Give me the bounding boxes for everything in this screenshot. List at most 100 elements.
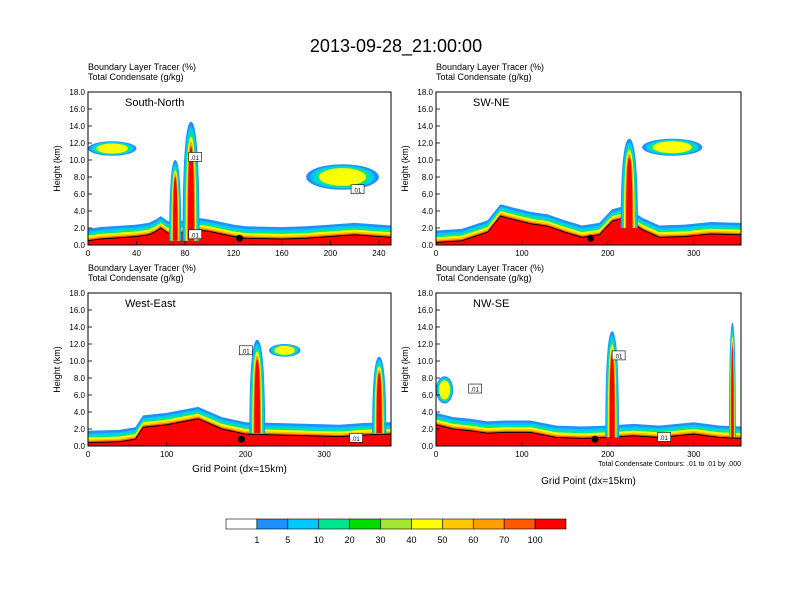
x-tick-label: 300 — [687, 249, 701, 258]
y-tick-label: 6.0 — [74, 190, 86, 199]
colorbar-swatch — [503, 518, 536, 530]
y-tick-label: 0.0 — [74, 241, 86, 250]
panel-name: NW-SE — [473, 298, 509, 310]
colorbar-swatch — [225, 518, 258, 530]
terrain-line — [88, 418, 391, 444]
variable-label-condensate: Total Condensate (g/kg) — [88, 72, 184, 82]
variable-label-condensate: Total Condensate (g/kg) — [436, 72, 532, 82]
y-tick-label: 14.0 — [417, 323, 433, 332]
location-marker — [591, 435, 599, 443]
x-tick-label: 120 — [227, 249, 241, 258]
x-tick-label: 200 — [239, 450, 253, 459]
convective-band — [626, 157, 633, 228]
y-axis-label: Height (km) — [400, 145, 410, 192]
tracer-band-6 — [436, 216, 741, 245]
tracer-band-6 — [88, 228, 391, 245]
x-tick-label: 100 — [160, 450, 174, 459]
convective-band — [609, 353, 615, 438]
x-tick-label: 0 — [86, 249, 91, 258]
y-tick-label: 2.0 — [422, 425, 434, 434]
colorbar-label: 100 — [528, 535, 543, 545]
y-tick-label: 8.0 — [74, 173, 86, 182]
colorbar-swatch — [349, 518, 381, 530]
panel-name: SW-NE — [473, 97, 509, 109]
contour-label-box — [188, 229, 202, 240]
contour-label-box — [611, 350, 626, 361]
contour-label: .01 — [470, 388, 479, 394]
terrain-line — [436, 215, 741, 243]
x-tick-label: 0 — [434, 450, 439, 459]
x-tick-label: 160 — [275, 249, 289, 258]
y-tick-label: 18.0 — [69, 88, 85, 97]
x-axis-label: Grid Point (dx=15km) — [541, 476, 636, 487]
plot-frame — [87, 91, 392, 246]
contour-label-box — [349, 433, 363, 443]
colorbar-label: 50 — [437, 535, 447, 545]
y-axis-label: Height (km) — [400, 346, 410, 393]
convective-band — [731, 346, 734, 438]
colorbar-label: 60 — [468, 535, 478, 545]
y-tick-label: 2.0 — [74, 224, 86, 233]
plot-frame — [87, 292, 392, 447]
x-tick-label: 40 — [132, 249, 141, 258]
x-tick-label: 0 — [434, 249, 439, 258]
x-axis-label: Grid Point (dx=15km) — [192, 464, 287, 475]
x-tick-label: 300 — [317, 450, 331, 459]
y-tick-label: 4.0 — [74, 408, 86, 417]
y-tick-label: 16.0 — [69, 306, 85, 315]
y-tick-label: 16.0 — [417, 306, 433, 315]
contour-label: .01 — [241, 349, 250, 355]
colorbar-swatch — [411, 518, 443, 530]
cloud-band — [274, 345, 295, 355]
colorbar-swatch — [318, 518, 350, 530]
y-tick-label: 8.0 — [74, 374, 86, 383]
colorbar-swatch — [287, 518, 320, 530]
panel-south-north: Boundary Layer Tracer (%)Total Condensat… — [52, 62, 392, 258]
colorbar-swatch — [380, 518, 412, 530]
y-axis-label: Height (km) — [52, 346, 62, 393]
tracer-field: .01 .01 .01 — [88, 121, 391, 245]
convective-band — [172, 176, 178, 241]
cloud-band — [318, 168, 367, 186]
contour-label-box — [657, 432, 671, 442]
colorbar-label: 10 — [314, 535, 324, 545]
y-tick-label: 10.0 — [417, 357, 433, 366]
colorbar-label: 30 — [376, 535, 386, 545]
colorbar-swatch — [256, 518, 289, 530]
variable-label-tracer: Boundary Layer Tracer (%) — [436, 263, 544, 273]
y-tick-label: 2.0 — [74, 425, 86, 434]
contour-label: .01 — [660, 436, 669, 442]
plot-frame — [435, 292, 742, 447]
y-tick-label: 14.0 — [417, 122, 433, 131]
panel-name: West-East — [125, 298, 176, 310]
terrain-line — [436, 424, 741, 439]
plot-area — [436, 92, 741, 245]
y-tick-label: 14.0 — [69, 323, 85, 332]
location-marker — [237, 435, 245, 443]
y-tick-label: 12.0 — [69, 340, 85, 349]
x-tick-label: 200 — [324, 249, 338, 258]
variable-label-tracer: Boundary Layer Tracer (%) — [88, 263, 196, 273]
plot-frame — [435, 91, 742, 246]
y-tick-label: 18.0 — [417, 88, 433, 97]
y-tick-label: 2.0 — [422, 224, 434, 233]
y-tick-label: 6.0 — [422, 391, 434, 400]
location-marker — [587, 234, 595, 242]
panel-name: South-North — [125, 97, 184, 109]
tracer-field: .01 .01 — [88, 339, 391, 446]
convective-band — [376, 372, 382, 434]
y-tick-label: 10.0 — [69, 357, 85, 366]
x-tick-label: 300 — [687, 450, 701, 459]
panel-west-east: Boundary Layer Tracer (%)Total Condensat… — [52, 263, 392, 475]
colorbar-swatch — [472, 518, 505, 530]
y-tick-label: 16.0 — [69, 105, 85, 114]
variable-label-condensate: Total Condensate (g/kg) — [436, 273, 532, 283]
contour-label: .01 — [190, 233, 199, 239]
contour-label-box — [188, 152, 202, 162]
y-tick-label: 16.0 — [417, 105, 433, 114]
colorbar-swatch — [534, 518, 567, 530]
cloud-band — [439, 380, 451, 400]
y-tick-label: 18.0 — [69, 289, 85, 298]
y-tick-label: 8.0 — [422, 173, 434, 182]
